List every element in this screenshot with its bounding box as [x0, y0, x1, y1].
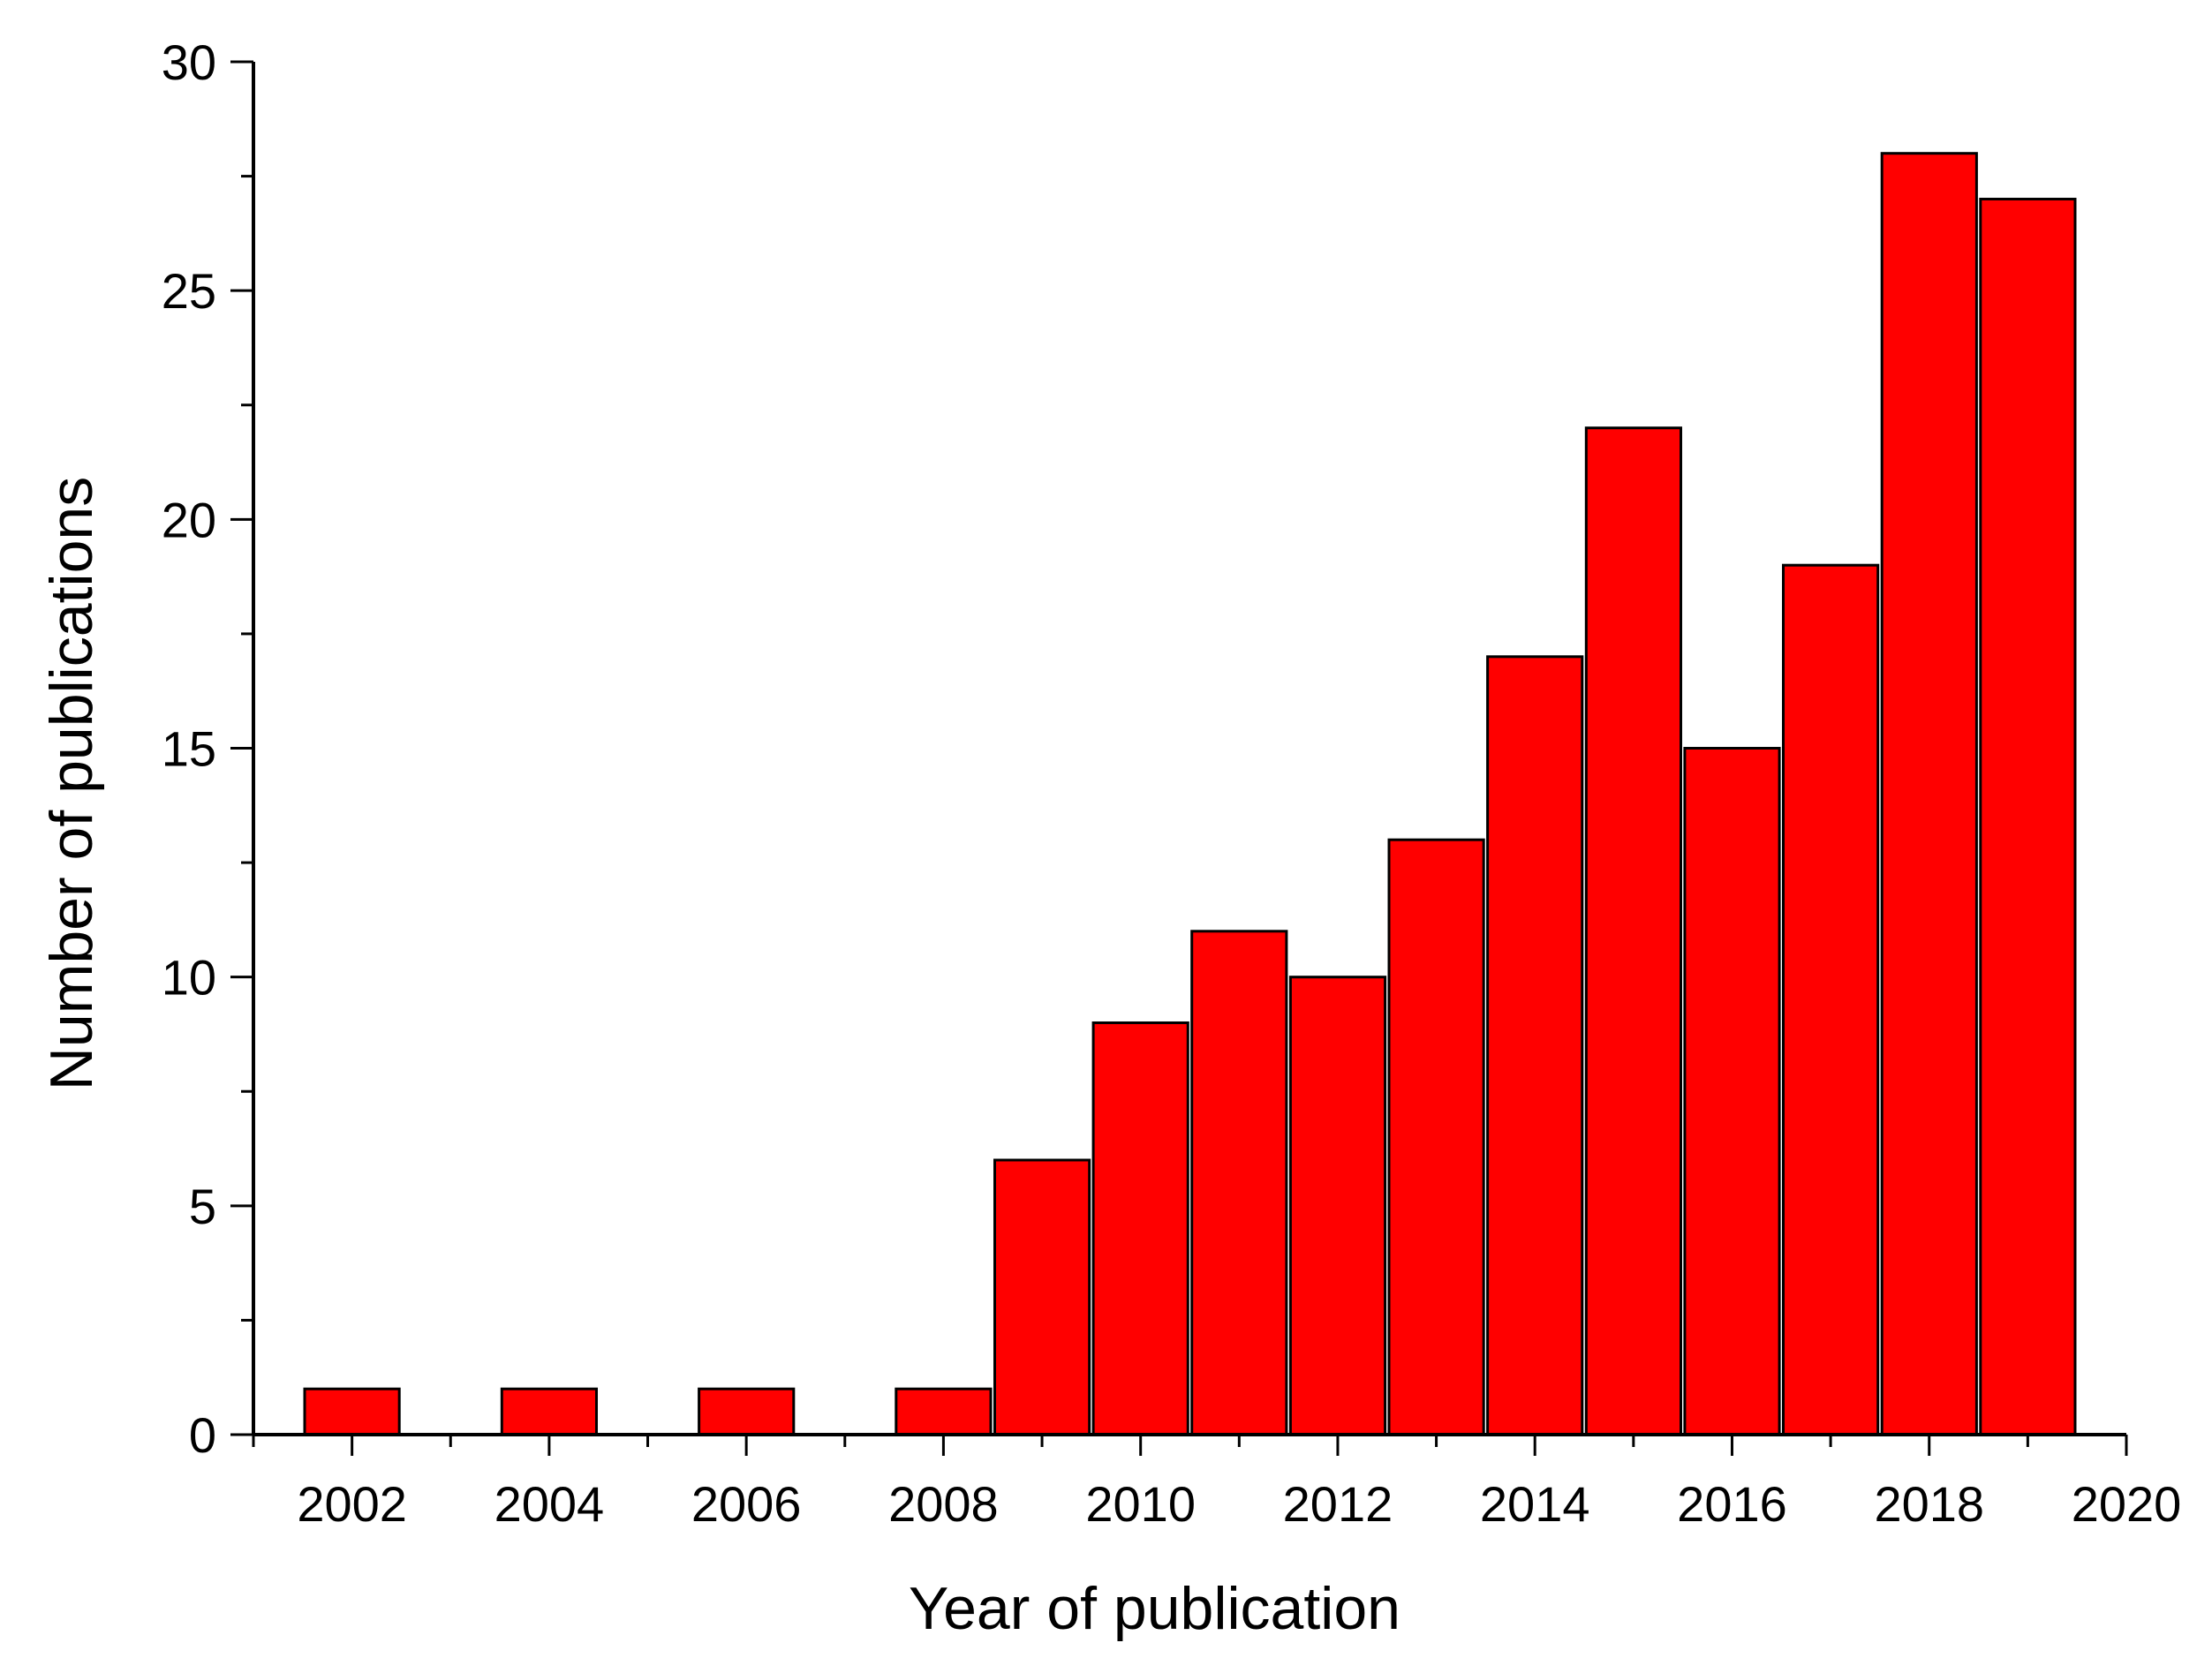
bar-2012: [1288, 976, 1387, 1436]
y-tick-label: 30: [162, 34, 216, 90]
y-axis-title: Number of publications: [38, 477, 105, 1090]
y-tick-label: 25: [162, 263, 216, 319]
bars-group: [303, 152, 2077, 1436]
y-tick-label: 15: [162, 721, 216, 777]
bar-2017: [1782, 563, 1880, 1436]
bar-2004: [500, 1387, 598, 1436]
x-tick-label: 2002: [297, 1476, 407, 1532]
bar-2015: [1584, 426, 1683, 1436]
bar-2016: [1683, 747, 1781, 1436]
x-axis-title: Year of publication: [909, 1575, 1400, 1642]
y-tick-label: 0: [189, 1407, 216, 1463]
x-tick-label: 2010: [1085, 1476, 1196, 1532]
x-tick-label: 2018: [1874, 1476, 1984, 1532]
x-tick-label: 2016: [1677, 1476, 1787, 1532]
y-tick-label: 5: [189, 1179, 216, 1234]
y-tick-label: 10: [162, 950, 216, 1006]
bar-2013: [1387, 838, 1485, 1436]
x-tick-label: 2014: [1480, 1476, 1590, 1532]
bar-2009: [993, 1158, 1091, 1436]
x-tick-label: 2020: [2072, 1476, 2182, 1532]
bar-2006: [698, 1387, 796, 1436]
y-tick-label: 20: [162, 492, 216, 547]
bar-2019: [1979, 198, 2077, 1436]
bar-2014: [1486, 655, 1584, 1436]
bar-2010: [1091, 1021, 1189, 1436]
x-tick-label: 2008: [888, 1476, 999, 1532]
bar-2018: [1880, 152, 1978, 1436]
bar-2002: [303, 1387, 401, 1436]
x-tick-label: 2012: [1283, 1476, 1393, 1532]
ticks-group: [230, 60, 2128, 1456]
x-tick-label: 2006: [691, 1476, 802, 1532]
bar-2011: [1190, 930, 1288, 1436]
tick-labels-group: 0 5 10 15 20 25 30 2002 2004 2006 2008 2010 2012 2014…: [162, 34, 2182, 1532]
x-tick-label: 2004: [494, 1476, 605, 1532]
bar-2008: [895, 1387, 993, 1436]
